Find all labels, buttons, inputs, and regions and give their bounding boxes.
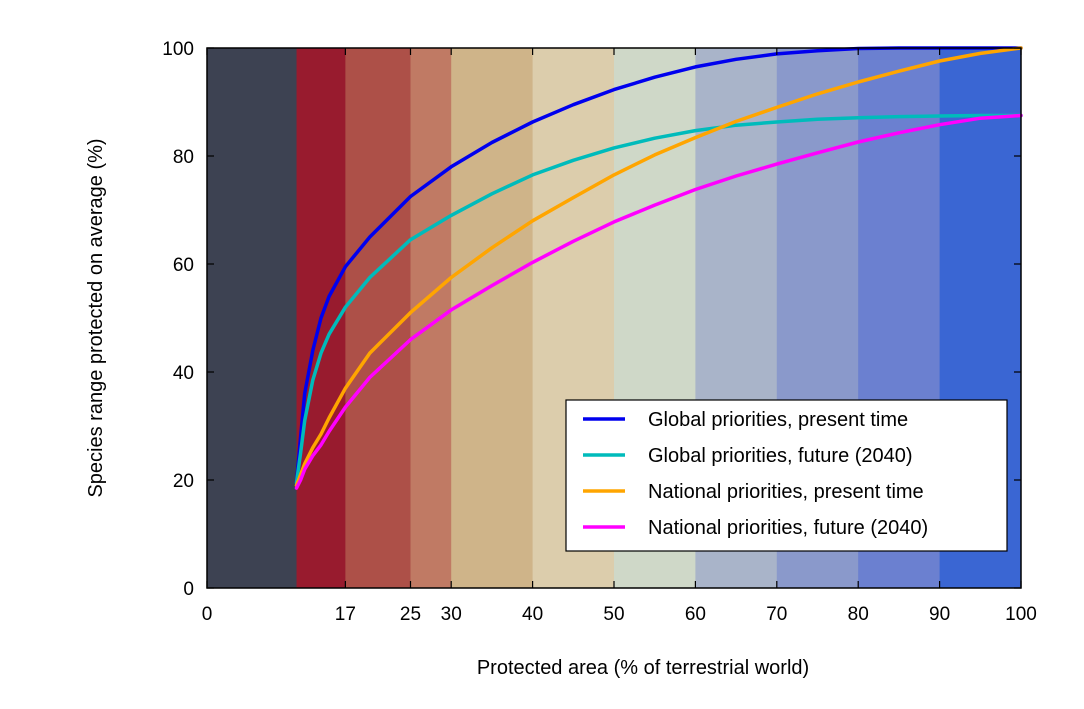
- background-band: [207, 48, 298, 588]
- legend-label: National priorities, future (2040): [648, 517, 928, 539]
- legend: Global priorities, present time Global pr…: [565, 399, 1008, 552]
- x-tick-label: 60: [685, 604, 706, 625]
- x-tick-label: 25: [400, 604, 421, 625]
- y-tick-label: 60: [173, 255, 194, 276]
- x-tick-label: 90: [929, 604, 950, 625]
- x-axis-title: Protected area (% of terrestrial world): [477, 657, 809, 679]
- background-band: [345, 48, 411, 588]
- x-tick-label: 40: [522, 604, 543, 625]
- x-axis: 0 17 25 30 40 50 60 70 80 90 100: [202, 48, 1037, 625]
- x-tick-label: 50: [603, 604, 624, 625]
- legend-label: Global priorities, future (2040): [648, 445, 913, 467]
- legend-box: [565, 399, 1008, 552]
- series-line-4: [294, 113, 1023, 490]
- x-tick-label: 70: [766, 604, 787, 625]
- y-tick-label: 100: [162, 39, 194, 60]
- series-line-3: [294, 46, 1023, 488]
- background-band: [410, 48, 452, 588]
- y-tick-label: 20: [173, 471, 194, 492]
- y-tick-label: 0: [183, 579, 194, 600]
- y-tick-label: 40: [173, 363, 194, 384]
- legend-label: Global priorities, present time: [648, 409, 908, 431]
- x-tick-label: 17: [335, 604, 356, 625]
- x-tick-label: 80: [848, 604, 869, 625]
- x-tick-label: 0: [202, 604, 213, 625]
- background-band: [451, 48, 534, 588]
- y-tick-label: 80: [173, 147, 194, 168]
- y-axis-title: Species range protected on average (%): [85, 138, 107, 497]
- series-line-2: [294, 113, 1023, 485]
- x-tick-label: 30: [441, 604, 462, 625]
- y-axis: 0 20 40 60 80 100: [162, 39, 1021, 600]
- legend-label: National priorities, present time: [648, 481, 924, 503]
- x-tick-label: 100: [1005, 604, 1037, 625]
